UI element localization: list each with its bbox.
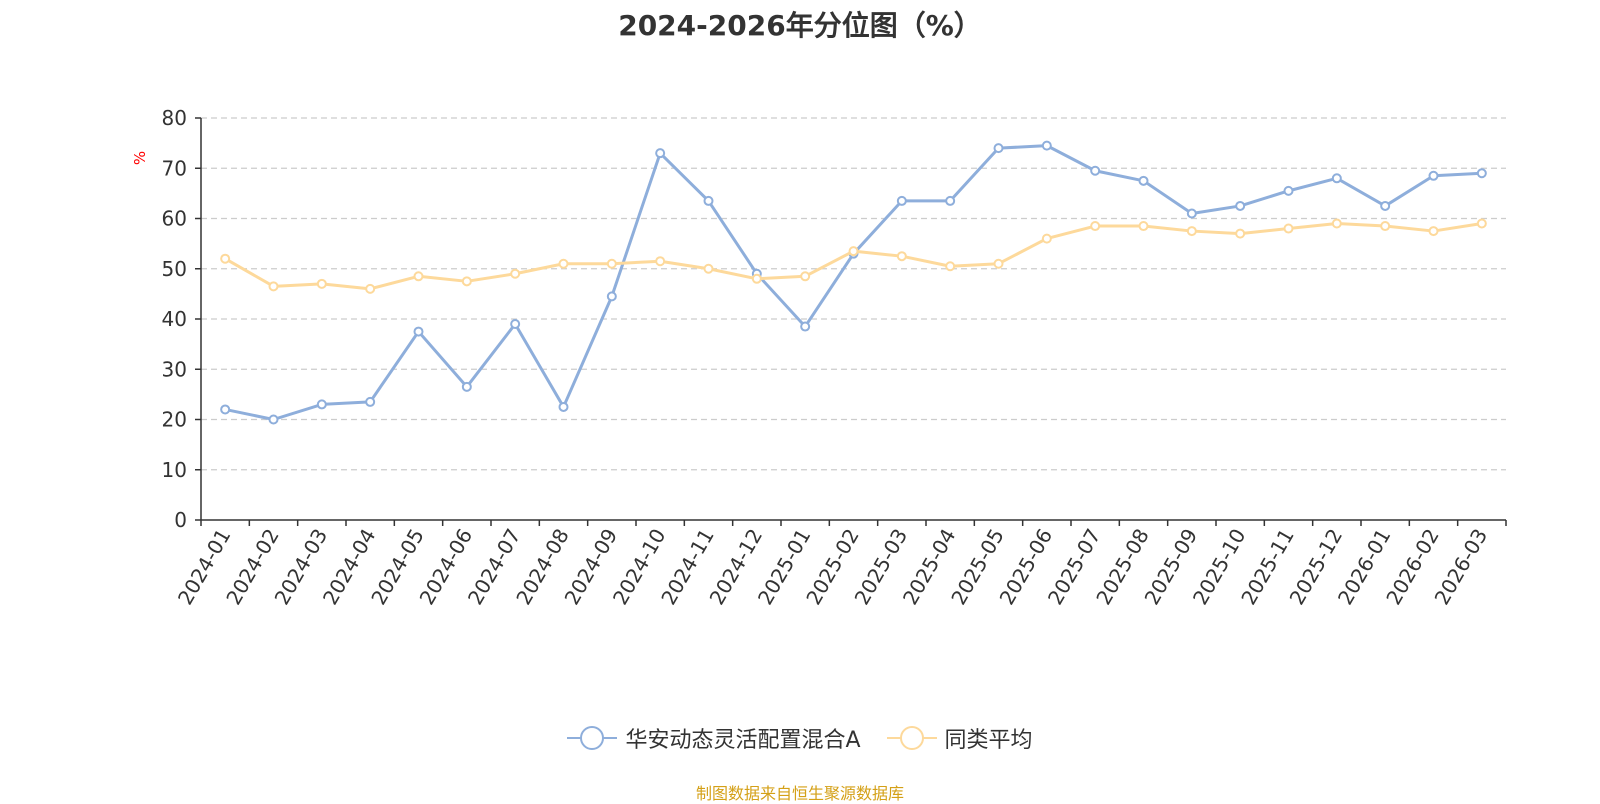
series-1-point bbox=[1331, 218, 1342, 229]
series-1-point bbox=[413, 271, 424, 282]
series-0-point bbox=[413, 326, 424, 337]
series-1-point bbox=[1138, 221, 1149, 232]
series-1-point bbox=[1235, 228, 1246, 239]
series-0-point bbox=[993, 143, 1004, 154]
series-1-point bbox=[1041, 233, 1052, 244]
series-1-point bbox=[365, 283, 376, 294]
legend-item-series-1[interactable]: 同类平均 bbox=[886, 722, 1033, 754]
legend-label-series-1: 同类平均 bbox=[944, 728, 1033, 753]
series-0-point bbox=[1041, 140, 1052, 151]
series-1-point bbox=[1186, 226, 1197, 237]
y-tick-label: 40 bbox=[162, 307, 187, 331]
series-0-point bbox=[461, 381, 472, 392]
series-1-point bbox=[655, 256, 666, 267]
series-0-point bbox=[558, 401, 569, 412]
y-tick-label: 50 bbox=[162, 257, 187, 281]
series-1-point bbox=[800, 271, 811, 282]
series-1-point bbox=[268, 281, 279, 292]
series-0-point bbox=[1476, 168, 1487, 179]
series-0-point bbox=[268, 414, 279, 425]
legend-swatch-series-0 bbox=[567, 726, 618, 750]
series-1-point bbox=[1380, 221, 1391, 232]
series-1-point bbox=[896, 251, 907, 262]
y-tick-label: 60 bbox=[162, 207, 187, 231]
series-0-point bbox=[1331, 173, 1342, 184]
series-0-point bbox=[1380, 200, 1391, 211]
legend: 华安动态灵活配置混合A 同类平均 bbox=[0, 722, 1600, 754]
series-0-point bbox=[655, 148, 666, 159]
y-tick-label: 30 bbox=[162, 357, 187, 381]
legend-label-series-0: 华安动态灵活配置混合A bbox=[625, 728, 861, 753]
series-0-point bbox=[800, 321, 811, 332]
series-0-point bbox=[1283, 185, 1294, 196]
y-tick-label: 80 bbox=[162, 106, 187, 130]
legend-item-series-0[interactable]: 华安动态灵活配置混合A bbox=[567, 722, 861, 754]
y-tick-label: 20 bbox=[162, 408, 187, 432]
series-1-point bbox=[510, 268, 521, 279]
y-axis-label: % bbox=[131, 151, 149, 165]
y-tick-label: 0 bbox=[174, 508, 187, 532]
legend-swatch-series-1 bbox=[886, 726, 937, 750]
series-0-point bbox=[1428, 170, 1439, 181]
y-tick-label: 10 bbox=[162, 458, 187, 482]
series-0-point bbox=[316, 399, 327, 410]
series-0-point bbox=[1186, 208, 1197, 219]
series-1-point bbox=[461, 276, 472, 287]
series-1-point bbox=[945, 261, 956, 272]
series-1-point bbox=[220, 253, 231, 264]
series-1-point bbox=[993, 258, 1004, 269]
series-0-point bbox=[220, 404, 231, 415]
series-1-point bbox=[751, 273, 762, 284]
series-1-point bbox=[558, 258, 569, 269]
series-0-point bbox=[606, 291, 617, 302]
data-source-note: 制图数据来自恒生聚源数据库 bbox=[695, 784, 904, 803]
series-0-point bbox=[896, 195, 907, 206]
series-1-point bbox=[316, 278, 327, 289]
series-0-point bbox=[1235, 200, 1246, 211]
series-1-point bbox=[1283, 223, 1294, 234]
series-0-point bbox=[510, 319, 521, 330]
series-1-point bbox=[848, 246, 859, 257]
series-0-point bbox=[365, 396, 376, 407]
series-1-point bbox=[1090, 221, 1101, 232]
series-0-point bbox=[945, 195, 956, 206]
series-1-point bbox=[606, 258, 617, 269]
chart-title: 2024-2026年分位图（%） bbox=[618, 9, 982, 42]
series-line-0 bbox=[224, 144, 1482, 421]
series-1-point bbox=[1476, 218, 1487, 229]
series-0-point bbox=[703, 195, 714, 206]
series-0-point bbox=[1138, 175, 1149, 186]
series-1-point bbox=[1428, 226, 1439, 237]
series-0-point bbox=[1090, 165, 1101, 176]
y-tick-label: 70 bbox=[162, 156, 187, 180]
series-1-point bbox=[703, 263, 714, 274]
